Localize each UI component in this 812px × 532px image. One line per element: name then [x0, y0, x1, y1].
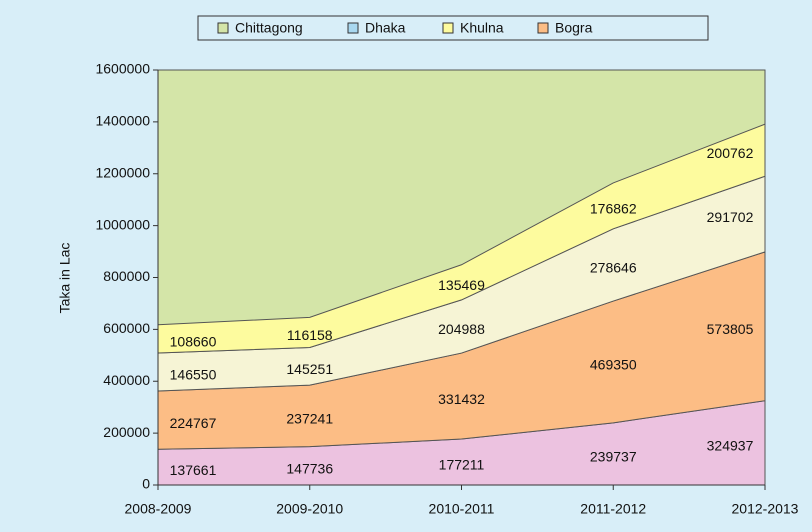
- y-axis-title: Taka in Lac: [57, 243, 73, 314]
- legend-swatch: [442, 22, 454, 34]
- y-tick-label: 0: [142, 476, 150, 492]
- y-tick-label: 600000: [103, 320, 150, 336]
- data-label: 135469: [438, 277, 485, 293]
- data-label: 324937: [707, 438, 754, 454]
- data-label: 291702: [707, 209, 754, 225]
- x-tick-label: 2011-2012: [580, 501, 646, 517]
- x-tick-label: 2010-2011: [429, 501, 495, 517]
- data-label: 278646: [590, 260, 637, 276]
- x-tick-label: 2009-2010: [276, 501, 343, 517]
- data-label: 145251: [286, 361, 333, 377]
- y-tick-label: 800000: [103, 268, 150, 284]
- x-tick-label: 2012-2013: [732, 501, 799, 517]
- data-label: 237241: [286, 411, 333, 427]
- data-label: 469350: [590, 357, 637, 373]
- data-label: 200762: [707, 145, 754, 161]
- data-label: 146550: [170, 367, 217, 383]
- y-tick-label: 200000: [103, 424, 150, 440]
- data-label: 116158: [287, 327, 333, 343]
- data-label: 147736: [286, 461, 333, 477]
- legend-swatch: [217, 22, 229, 34]
- y-tick-label: 1600000: [95, 61, 150, 77]
- y-tick-label: 400000: [103, 372, 150, 388]
- data-label: 176862: [590, 201, 637, 217]
- data-label: 331432: [438, 391, 485, 407]
- data-label: 137661: [170, 462, 217, 478]
- legend-label: Dhaka: [365, 20, 406, 36]
- data-label: 224767: [170, 415, 217, 431]
- x-tick-label: 2008-2009: [125, 501, 192, 517]
- legend-label: Khulna: [460, 20, 504, 36]
- y-tick-label: 1200000: [95, 164, 150, 180]
- data-label: 108660: [170, 334, 217, 350]
- data-label: 239737: [590, 449, 637, 465]
- legend-label: Bogra: [555, 20, 593, 36]
- data-label: 573805: [707, 321, 754, 337]
- y-tick-label: 1400000: [95, 113, 150, 129]
- legend-swatch: [347, 22, 359, 34]
- y-tick-label: 1000000: [95, 216, 150, 232]
- data-label: 204988: [438, 321, 485, 337]
- area: [157, 123, 766, 354]
- data-label: 177211: [439, 457, 485, 473]
- legend-label: Chittagong: [235, 20, 303, 36]
- legend-swatch: [537, 22, 549, 34]
